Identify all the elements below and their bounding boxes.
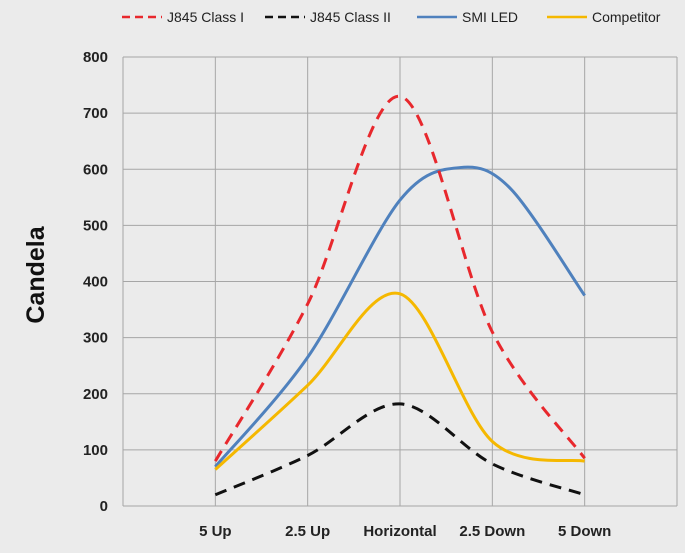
- x-tick-label: 5 Up: [199, 523, 232, 540]
- y-tick-label: 100: [83, 442, 108, 459]
- legend-label-j845-class-ii: J845 Class II: [310, 9, 391, 25]
- legend-label-j845-class-i: J845 Class I: [167, 9, 244, 25]
- y-tick-label: 600: [83, 161, 108, 178]
- y-tick-label: 700: [83, 105, 108, 122]
- y-tick-label: 400: [83, 274, 108, 291]
- y-tick-label: 0: [100, 498, 108, 515]
- y-tick-label: 200: [83, 386, 108, 403]
- legend: J845 Class I J845 Class II SMI LED Competit…: [122, 9, 661, 25]
- legend-label-competitor: Competitor: [592, 9, 661, 25]
- y-axis-ticks: 0 100 200 300 400 500 600 700 800: [83, 49, 108, 515]
- y-axis-title: Candela: [22, 225, 50, 323]
- y-tick-label: 500: [83, 217, 108, 234]
- y-tick-label: 300: [83, 330, 108, 347]
- x-tick-label: 5 Down: [558, 523, 611, 540]
- x-tick-label: Horizontal: [363, 523, 436, 540]
- series-line-j845-class-i: [214, 94, 586, 462]
- y-tick-label: 800: [83, 49, 108, 66]
- series-line-competitor: [214, 291, 585, 471]
- legend-label-smi-led: SMI LED: [462, 9, 518, 25]
- x-tick-label: 2.5 Up: [285, 523, 330, 540]
- gridlines: [122, 56, 678, 507]
- series-lines: [214, 94, 586, 497]
- x-axis-ticks: 5 Up 2.5 Up Horizontal 2.5 Down 5 Down: [199, 523, 611, 540]
- x-tick-label: 2.5 Down: [459, 523, 525, 540]
- series-line-j845-class-ii: [214, 402, 586, 497]
- series-line-smi-led: [214, 165, 586, 468]
